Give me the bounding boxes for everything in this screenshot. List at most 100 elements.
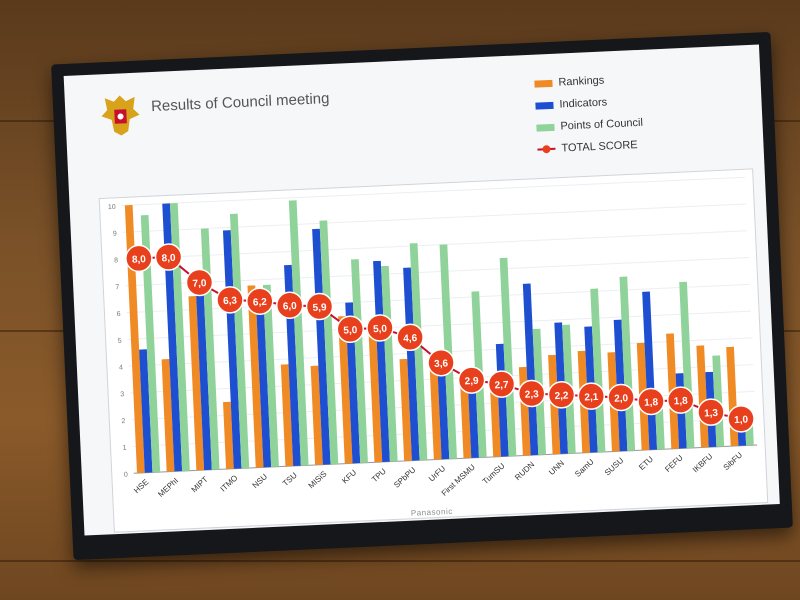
bar-indicators (195, 287, 212, 471)
bar-rankings (223, 401, 234, 470)
bar-points-of-council (262, 284, 279, 468)
y-tick-label: 4 (119, 364, 123, 371)
bar-rankings (489, 381, 501, 457)
total-score-point (547, 381, 576, 409)
tv-monitor: Results of Council meeting 0 1 2 3 4 5 6 7 8 9 10 H… (51, 31, 793, 561)
legend-label-indicators: Indicators (559, 96, 608, 111)
bar-points-of-council (229, 213, 250, 469)
total-score-point (185, 268, 214, 297)
bar-indicators (312, 228, 331, 465)
total-score-label: 1,0 (734, 415, 749, 427)
legend-label-rankings: Rankings (558, 74, 605, 89)
total-score-point (154, 243, 183, 271)
total-score-point (246, 287, 274, 315)
bar-indicators (403, 267, 420, 461)
total-score-point (607, 383, 635, 412)
total-score-label: 5,0 (343, 325, 358, 337)
bar-rankings (161, 358, 175, 472)
bar-indicators (467, 385, 479, 458)
y-tick-label: 0 (124, 472, 128, 479)
bar-rankings (399, 358, 412, 461)
total-score-label: 8,0 (161, 253, 176, 265)
total-score-point (275, 291, 304, 319)
bar-rankings (124, 205, 145, 474)
slide-screen: Results of Council meeting 0 1 2 3 4 5 6 7 8 9 10 H… (63, 44, 780, 536)
total-score-label: 8,0 (132, 254, 147, 266)
bar-points-of-council (590, 288, 606, 453)
total-score-label: 7,0 (192, 278, 207, 290)
total-score-point (517, 379, 546, 408)
y-tick-label: 6 (116, 311, 120, 318)
total-score-label: 4,6 (403, 333, 418, 345)
y-tick-label: 9 (113, 231, 117, 238)
total-score-point (577, 382, 606, 410)
total-score-point (366, 314, 394, 342)
bar-rankings (280, 364, 294, 467)
bar-points-of-council (350, 259, 368, 463)
bar-points-of-council (169, 202, 190, 472)
total-score-label: 2,7 (494, 380, 509, 392)
legend-swatch-points (536, 123, 555, 132)
bar-rankings (368, 320, 383, 463)
y-tick-label: 2 (121, 418, 125, 425)
legend-swatch-indicators (535, 101, 554, 110)
total-score-point (396, 323, 424, 352)
bar-points-of-council (288, 200, 309, 466)
legend-label-total: TOTAL SCORE (561, 139, 638, 155)
total-score-label: 2,2 (554, 390, 569, 402)
bar-indicators (255, 292, 272, 468)
total-score-label: 1,3 (704, 408, 719, 420)
bar-rankings (188, 296, 205, 471)
y-tick-label: 8 (114, 257, 118, 264)
total-score-point (727, 405, 755, 433)
bar-points-of-council (140, 215, 161, 473)
bar-points-of-council (619, 276, 636, 451)
total-score-point (666, 386, 695, 414)
total-score-label: 6,0 (283, 301, 298, 313)
bar-rankings (429, 368, 442, 460)
bar-points-of-council (319, 220, 339, 465)
total-score-point (697, 398, 725, 426)
bar-indicators (437, 373, 450, 460)
bar-points-of-council (381, 265, 398, 462)
coat-of-arms-icon (101, 95, 140, 136)
y-tick-label: 10 (108, 204, 116, 211)
total-score-point (457, 366, 486, 394)
y-tick-label: 1 (123, 445, 127, 452)
y-tick-label: 5 (118, 338, 122, 345)
total-score-label: 6,3 (223, 296, 238, 308)
legend-label-points: Points of Council (560, 116, 644, 133)
bar-indicators (522, 283, 539, 456)
bar-indicators (373, 260, 390, 462)
bar-rankings (247, 285, 264, 468)
total-score-label: 6,2 (253, 297, 268, 309)
total-score-point (487, 370, 516, 398)
bar-indicators (139, 349, 153, 473)
total-score-label: 1,8 (644, 397, 659, 409)
bar-rankings (460, 382, 472, 459)
total-score-point (305, 292, 334, 321)
total-score-point (336, 315, 365, 344)
total-score-point (125, 244, 153, 273)
total-score-label: 1,8 (674, 396, 689, 408)
total-score-point (216, 286, 244, 314)
total-score-label: 5,0 (373, 324, 388, 336)
total-score-label: 2,1 (584, 392, 599, 404)
legend-swatch-rankings (534, 79, 553, 88)
chart-legend: Rankings Indicators Points of Council TO… (534, 68, 644, 161)
gridline (121, 176, 745, 207)
total-score-label: 2,9 (464, 376, 479, 388)
total-score-point (637, 387, 665, 416)
total-score-label: 2,0 (614, 393, 629, 405)
bar-rankings (338, 316, 353, 464)
bar-points-of-council (409, 243, 428, 461)
total-score-point (427, 348, 455, 377)
y-tick-label: 3 (120, 391, 124, 398)
y-tick-label: 7 (115, 284, 119, 291)
total-score-label: 2,3 (525, 389, 540, 401)
total-score-label: 3,6 (434, 358, 449, 370)
total-score-label: 5,9 (312, 302, 327, 314)
bar-rankings (310, 365, 323, 466)
legend-marker-total (537, 144, 555, 155)
